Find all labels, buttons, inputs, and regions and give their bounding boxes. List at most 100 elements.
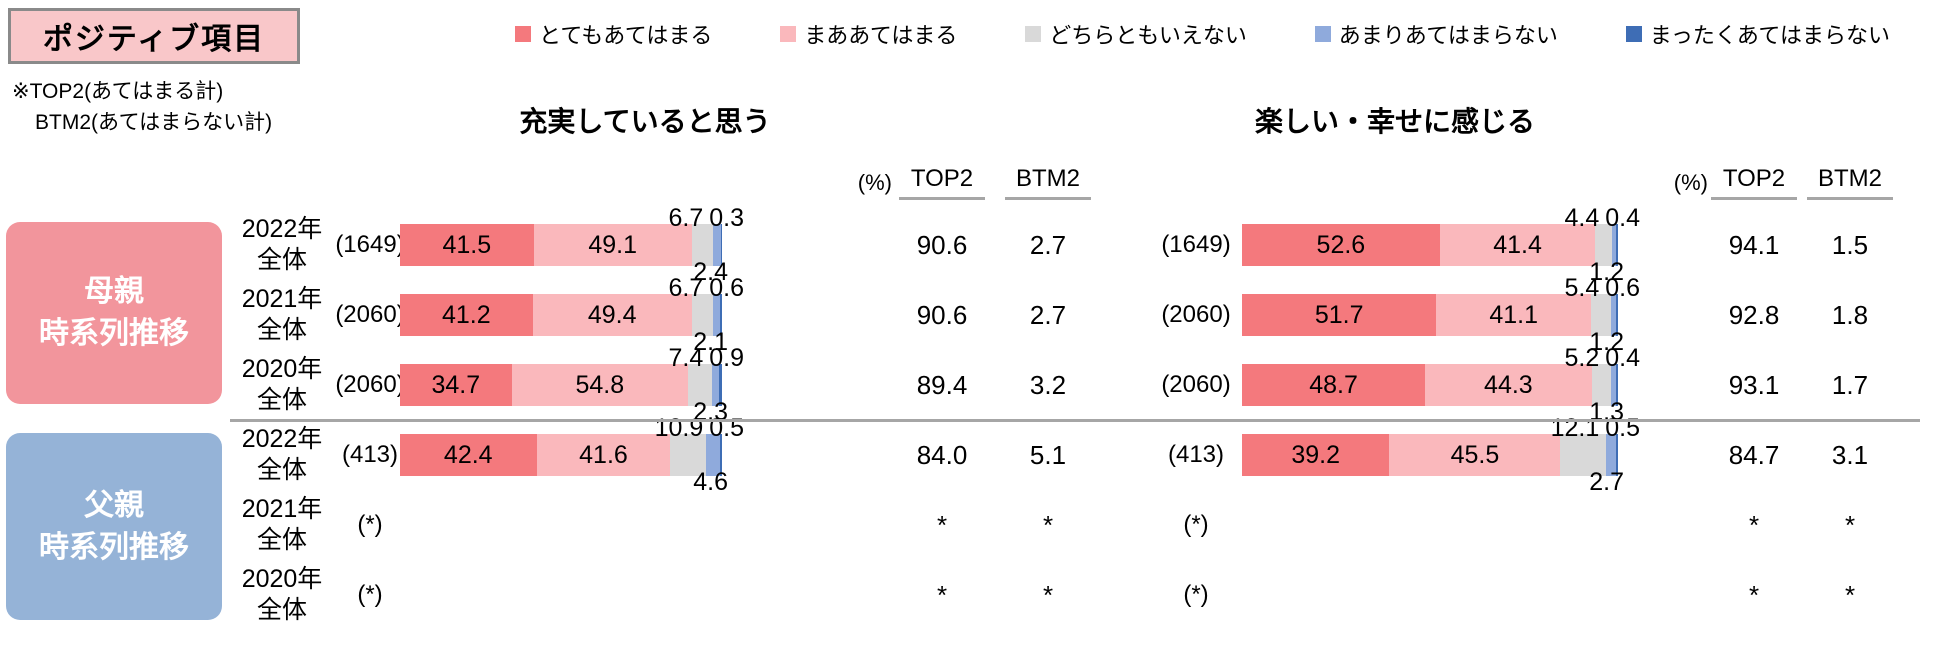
year-label: 2021年 全体 [241,285,323,344]
btm2-value: 3.1 [1831,439,1869,470]
legend-swatch-gray-icon [1025,26,1042,42]
chart-row: (1649) 52.6 41.4 4.4 0.4 1.2 94.1 [1150,204,1896,286]
chart-row: (413) 39.2 45.5 12.1 0.5 2.7 84.7 [1150,414,1896,496]
segment-value: 42.4 [443,440,493,469]
stacked-bar: 41.2 49.4 6.7 0.6 2.1 [400,274,744,356]
sample-size-label: (*) [1183,581,1209,608]
chart-title-fulfilled: 充実していると思う [519,106,771,137]
stacked-bar: 52.6 41.4 4.4 0.4 1.2 [1242,204,1640,286]
note-line-top2: ※TOP2(あてはまる計) [12,80,224,103]
legend-item-neither: どちらともいえない [1025,18,1247,50]
segment-value: 45.5 [1450,440,1500,469]
top2-value: 93.1 [1728,369,1780,400]
segment-very-applicable: 41.5 [400,224,534,266]
segment-somewhat-applicable: 54.8 [511,364,688,406]
btm2-value: * [1042,509,1054,540]
stacked-bar: 51.7 41.1 5.4 0.6 1.2 [1242,274,1640,356]
legend-swatch-pink-icon [780,26,797,42]
percent-unit-label: (%) [857,170,892,195]
segment-not-really [713,294,721,336]
spacer [992,490,1000,560]
chart-row: (2060) 48.7 44.3 5.2 0.4 1.3 93.1 [1150,344,1896,426]
chart-row: (*) * * [1150,560,1896,630]
not-really-value: 2.4 [693,258,728,286]
segment-somewhat-applicable: 41.4 [1439,224,1596,266]
chart-row: (2060) 41.2 49.4 6.7 0.6 2.1 90.6 [335,274,1096,356]
bar-cell: 42.4 41.6 10.9 0.5 4.6 [400,414,744,496]
segment-not-really [1611,224,1617,266]
chart-row: (1649) 41.5 49.1 6.7 0.3 2.4 90.6 [335,204,1096,286]
segment-not-really [1611,294,1616,336]
segment-value: 41.2 [441,300,491,329]
segment-not-really [711,364,720,406]
segment-not-at-all [720,294,722,336]
stacked-bar: 42.4 41.6 10.9 0.5 4.6 [400,414,744,496]
segment-not-really [713,224,721,266]
segment-value: 41.6 [579,440,628,469]
top2-value: 89.4 [916,369,968,400]
stacked-bar: 34.7 54.8 7.4 0.9 2.3 [400,344,744,426]
sample-size-label: (413) [1167,441,1225,468]
chart-rows: (1649) 52.6 41.4 4.4 0.4 1.2 94.1 [1150,204,1896,630]
segment-not-at-all [721,224,722,266]
btm2-value: 5.1 [1029,439,1067,470]
top2-value: * [936,509,948,540]
segment-not-at-all [1616,434,1618,476]
segment-neither [1595,224,1612,266]
not-really-value: 1.2 [1589,258,1624,286]
legend-item-not-at-all-applicable: まったくあてはまらない [1625,18,1890,50]
legend-label: まったくあてはまらない [1649,23,1890,48]
not-at-all-value: 0.6 [709,274,744,302]
top2-btm2-note: ※TOP2(あてはまる計) BTM2(あてはまらない計) [12,76,272,138]
legend-label: どちらともいえない [1049,23,1247,48]
neither-value: 5.4 [1564,274,1600,302]
group-label-father: 父親 時系列推移 [6,433,222,620]
segment-value: 41.1 [1489,300,1538,329]
sample-size-label: (2060) [335,301,405,328]
top2-value: * [936,579,948,610]
segment-value: 54.8 [575,370,625,399]
bar-cell: 41.2 49.4 6.7 0.6 2.1 [400,274,744,356]
year-label: 2020年 全体 [241,355,323,414]
btm2-value: * [1042,579,1054,610]
top2-column-header: TOP2 [1708,165,1800,210]
segment-value: 52.6 [1316,230,1366,259]
neither-value: 6.7 [668,204,704,232]
segment-not-at-all [1616,224,1618,266]
chart-happy: (%) TOP2 BTM2 (1649) 52.6 41.4 4.4 0.4 [1150,150,1896,630]
chart-row: (*) * * [340,560,1096,630]
legend-swatch-red-icon [515,26,531,42]
legend: とてもあてはまる まああてはまる どちらともいえない あまりあてはまらない まっ… [515,18,1890,50]
year-label: 2022年 全体 [241,425,323,484]
segment-very-applicable: 48.7 [1242,364,1426,406]
stacked-bar: 48.7 44.3 5.2 0.4 1.3 [1242,344,1640,426]
segment-value: 48.7 [1309,370,1358,399]
segment-not-at-all [720,434,722,476]
top2-value: * [1748,509,1760,540]
note-line-btm2: BTM2(あてはまらない計) [35,111,273,134]
spacer [992,350,1000,420]
btm2-value: 2.7 [1029,299,1067,330]
segment-neither [691,294,714,336]
segment-not-really [1605,434,1617,476]
year-label: 2021年 全体 [241,495,323,554]
column-header-row: (%) TOP2 BTM2 [1150,150,1896,210]
segment-neither [1590,294,1612,336]
bar-cell: 48.7 44.3 5.2 0.4 1.3 [1242,344,1640,426]
year-label-column: 2022年 全体 2021年 全体 2020年 全体 2022年 全体 2021年 全体 … [228,210,336,630]
year-label: 2020年 全体 [241,565,323,624]
group-divider-line [230,419,1920,422]
not-really-value: 1.2 [1589,328,1624,356]
chart-fulfilled: (%) TOP2 BTM2 (1649) 41.5 49.1 6.7 0.3 [335,150,1096,630]
legend-item-very-applicable: とてもあてはまる [515,18,712,50]
group-label-line2: 時系列推移 [39,317,189,350]
not-really-value: 4.6 [693,468,728,496]
segment-neither [670,434,706,476]
bar-cell: 52.6 41.4 4.4 0.4 1.2 [1242,204,1640,286]
segment-not-at-all [1615,294,1618,336]
chart-row: (*) * * [340,490,1096,560]
chart-row: (*) * * [1150,490,1896,560]
sample-size-label: (1649) [1161,231,1231,258]
segment-not-really [705,434,721,476]
